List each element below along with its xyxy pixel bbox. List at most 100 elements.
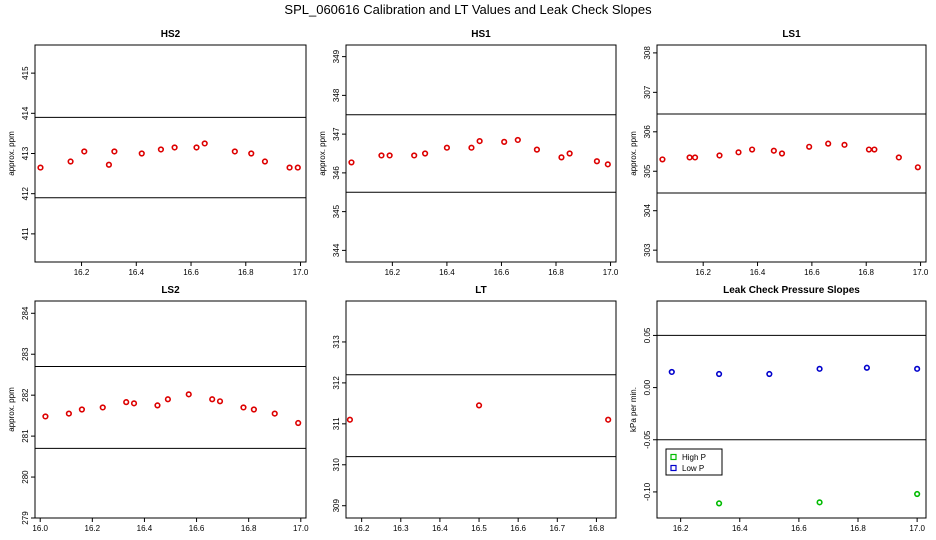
y-tick-label: 347 [332, 127, 341, 141]
x-tick-label: 16.8 [238, 268, 254, 277]
y-tick-label: 308 [643, 46, 652, 60]
data-point [294, 164, 301, 171]
y-tick-label: 282 [21, 388, 30, 402]
data-point [914, 365, 921, 372]
data-point [686, 154, 693, 161]
x-tick-label: 16.2 [354, 524, 370, 533]
data-point [171, 144, 178, 151]
data-point [378, 152, 385, 159]
x-tick-label: 16.8 [858, 268, 874, 277]
y-tick-label: 345 [332, 204, 341, 218]
data-point [78, 406, 86, 413]
data-point [348, 159, 355, 166]
data-point [216, 398, 224, 405]
data-point [261, 158, 269, 165]
panel-4: LT 16.2 16.3 16.4 16.5 16.6 16.7 16.8 309 310 311 3… [332, 285, 617, 533]
data-point [825, 140, 832, 147]
plot-frame [656, 44, 927, 263]
data-point [816, 365, 823, 372]
data-point [123, 399, 130, 406]
x-tick-label: 16.7 [550, 524, 566, 533]
y-tick-label: 283 [21, 347, 30, 361]
data-point [514, 136, 521, 144]
data-point [138, 150, 145, 157]
data-point [766, 370, 773, 378]
data-point [749, 146, 756, 153]
data-point [863, 364, 870, 371]
x-tick-label: 16.2 [85, 524, 101, 533]
data-point [605, 416, 612, 423]
data-point [593, 158, 601, 165]
data-point [231, 148, 238, 155]
y-tick-label: 304 [643, 203, 652, 217]
panel-title: LS2 [161, 285, 180, 296]
y-tick-label: 413 [21, 146, 30, 160]
panel-title: HS2 [161, 29, 181, 40]
data-point [37, 164, 44, 171]
data-point [209, 396, 216, 403]
panel-3: LS2 16.0 16.2 16.4 16.6 16.8 17.0 279 280 281 282 2… [7, 285, 309, 533]
data-point [841, 141, 848, 148]
data-point [715, 370, 723, 378]
y-tick-label: 310 [332, 458, 341, 472]
data-point [164, 396, 171, 403]
data-point [185, 391, 192, 398]
data-point [735, 149, 742, 156]
y-tick-label: 284 [21, 306, 30, 320]
x-tick-label: 16.8 [850, 524, 866, 533]
y-tick-label: -0.05 [643, 430, 652, 449]
data-point [250, 406, 257, 413]
y-tick-label: 0.05 [643, 327, 652, 343]
data-point [816, 499, 823, 506]
x-tick-label: 17.0 [913, 268, 929, 277]
legend-marker [670, 464, 677, 472]
data-point [806, 143, 813, 150]
x-tick-label: 17.0 [293, 524, 309, 533]
y-axis-label: approx. ppm [7, 131, 16, 176]
x-tick-label: 16.5 [471, 524, 487, 533]
data-point [443, 144, 451, 151]
y-tick-label: 279 [21, 511, 30, 525]
data-point [65, 410, 72, 417]
x-tick-label: 16.6 [804, 268, 820, 277]
data-point [871, 146, 878, 153]
data-point [691, 154, 699, 161]
data-point [346, 416, 354, 423]
y-tick-label: 307 [643, 85, 652, 99]
data-point [895, 154, 902, 161]
x-tick-label: 16.0 [32, 524, 48, 533]
data-point [476, 138, 483, 145]
data-point [154, 402, 161, 409]
data-point [240, 404, 247, 411]
x-tick-label: 16.4 [439, 268, 455, 277]
data-point [111, 148, 118, 155]
data-point [770, 147, 777, 154]
data-point [286, 164, 293, 171]
x-tick-label: 16.3 [393, 524, 409, 533]
data-point [67, 158, 74, 165]
x-tick-label: 16.4 [432, 524, 448, 533]
y-tick-label: 411 [21, 227, 30, 240]
data-point [201, 140, 208, 147]
plot-frame [34, 44, 307, 263]
x-tick-label: 16.4 [137, 524, 153, 533]
x-tick-label: 16.4 [750, 268, 766, 277]
x-tick-label: 17.0 [909, 524, 925, 533]
data-point [421, 150, 429, 157]
data-point [778, 150, 786, 157]
x-tick-label: 16.6 [791, 524, 807, 533]
panel-5: Leak Check Pressure Slopes 16.2 16.4 16.6 16… [629, 285, 927, 533]
x-tick-label: 16.6 [183, 268, 199, 277]
x-tick-label: 17.0 [603, 268, 619, 277]
y-tick-label: 344 [332, 243, 341, 257]
x-tick-label: 16.2 [673, 524, 689, 533]
x-tick-label: 16.8 [589, 524, 605, 533]
panel-0: HS2 16.2 16.4 16.6 16.8 17.0 411 412 413 414 415 ap… [7, 29, 309, 277]
y-axis-label: kPa per min. [629, 387, 638, 432]
data-point [386, 152, 393, 159]
panel-title: LT [475, 285, 486, 296]
y-tick-label: 312 [332, 376, 341, 390]
legend-marker [670, 453, 677, 461]
data-point [558, 154, 565, 161]
y-tick-label: 348 [332, 88, 341, 102]
